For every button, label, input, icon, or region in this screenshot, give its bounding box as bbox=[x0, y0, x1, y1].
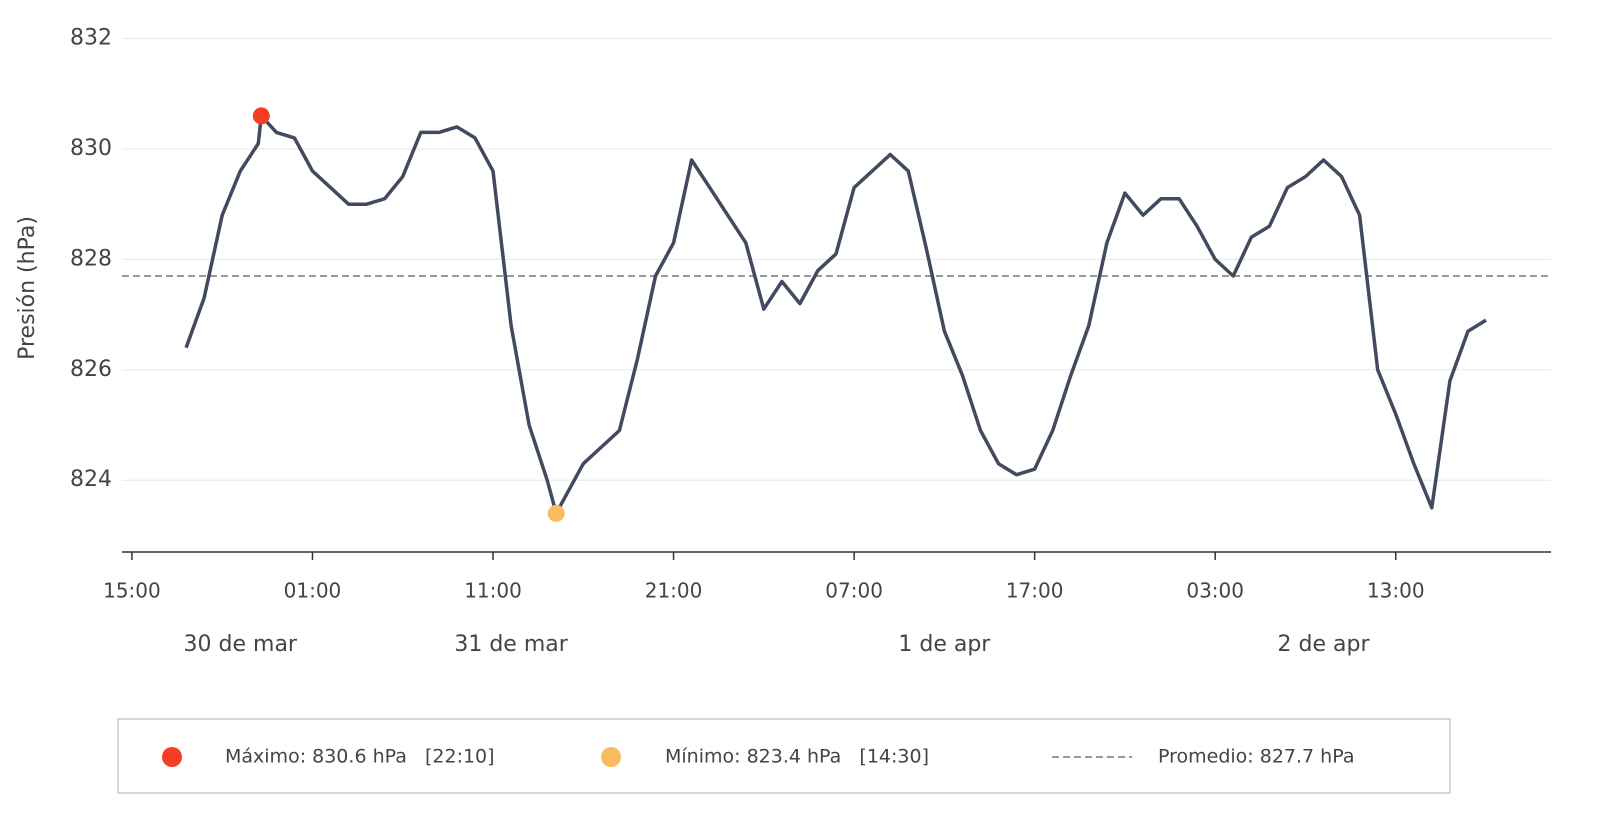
min-marker bbox=[547, 504, 565, 522]
y-tick-label: 826 bbox=[70, 357, 112, 382]
date-label: 2 de apr bbox=[1278, 632, 1371, 657]
legend-mean-label: Promedio: 827.7 hPa bbox=[1158, 746, 1354, 768]
legend-min-dot bbox=[601, 747, 621, 767]
date-label: 1 de apr bbox=[898, 632, 991, 657]
max-marker bbox=[252, 107, 270, 125]
x-tick-label: 07:00 bbox=[825, 579, 883, 603]
y-tick-label: 828 bbox=[70, 246, 112, 271]
y-tick-label: 830 bbox=[70, 136, 112, 161]
x-tick-label: 21:00 bbox=[645, 579, 703, 603]
date-label: 31 de mar bbox=[454, 632, 568, 657]
x-tick-label: 17:00 bbox=[1006, 579, 1064, 603]
x-tick-label: 11:00 bbox=[464, 579, 522, 603]
legend-box bbox=[117, 718, 1451, 794]
x-tick-label: 03:00 bbox=[1186, 579, 1244, 603]
y-tick-label: 832 bbox=[70, 26, 112, 51]
x-tick-label: 01:00 bbox=[284, 579, 342, 603]
x-tick-label: 15:00 bbox=[103, 579, 161, 603]
y-axis-label: Presión (hPa) bbox=[15, 216, 40, 360]
x-tick-label: 13:00 bbox=[1367, 579, 1425, 603]
pressure-line bbox=[184, 114, 1487, 516]
y-tick-label: 824 bbox=[70, 467, 112, 492]
legend-max-label: Máximo: 830.6 hPa [22:10] bbox=[225, 746, 495, 768]
legend-min-label: Mínimo: 823.4 hPa [14:30] bbox=[665, 746, 929, 768]
legend-max-dot bbox=[162, 747, 182, 767]
date-label: 30 de mar bbox=[184, 632, 298, 657]
